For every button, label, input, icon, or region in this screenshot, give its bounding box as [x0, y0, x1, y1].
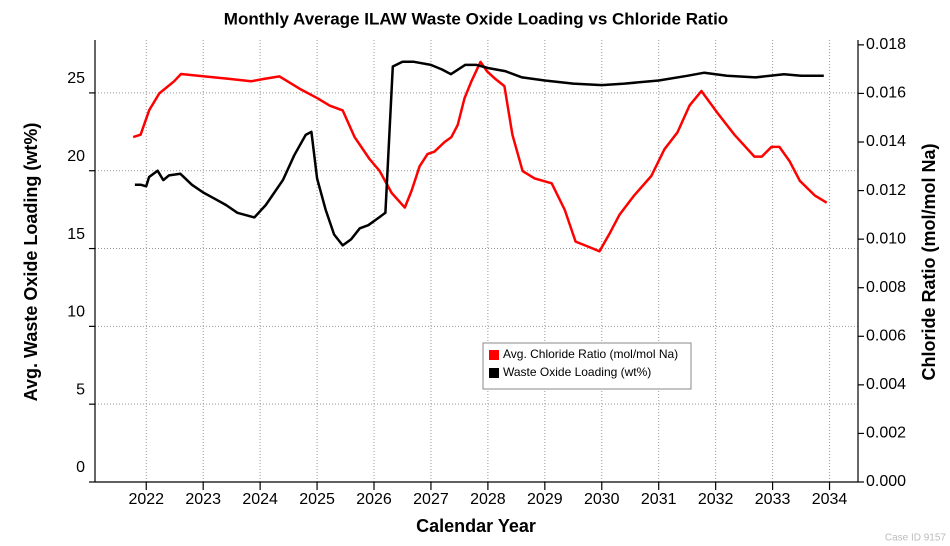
x-tick-label: 2024: [242, 491, 278, 508]
x-tick-label: 2028: [470, 491, 506, 508]
y-axis-label: Avg. Waste Oxide Loading (wt%): [21, 123, 41, 402]
data-line: [134, 60, 824, 247]
legend-box: [482, 342, 692, 390]
x-tick-label: 2030: [584, 491, 620, 508]
y2-tick-label: 0.018: [866, 36, 906, 53]
y2-tick-label: 0.000: [866, 473, 906, 490]
x-tick-label: 2026: [356, 491, 392, 508]
x-tick-label: 2027: [413, 491, 449, 508]
x-tick-label: 2033: [755, 491, 791, 508]
y2-tick-label: 0.010: [866, 230, 906, 247]
y2-tick-label: 0.016: [866, 85, 906, 102]
legend-label: Avg. Chloride Ratio (mol/mol Na): [503, 347, 678, 361]
y-tick-label: 25: [67, 70, 85, 87]
x-tick-label: 2023: [185, 491, 221, 508]
data-line: [132, 60, 828, 253]
legend-swatch: [489, 350, 499, 360]
x-tick-label: 2025: [299, 491, 335, 508]
y-tick-label: 5: [76, 381, 85, 398]
y2-tick-label: 0.002: [866, 425, 906, 442]
x-tick-label: 2029: [527, 491, 563, 508]
y2-tick-label: 0.006: [866, 328, 906, 345]
y2-tick-label: 0.012: [866, 182, 906, 199]
footnote: Case ID 9157: [885, 533, 947, 544]
legend-label: Waste Oxide Loading (wt%): [503, 365, 651, 379]
y-tick-label: 15: [67, 226, 85, 243]
legend-swatch: [489, 368, 499, 378]
y2-tick-label: 0.008: [866, 279, 906, 296]
chart-title: Monthly Average ILAW Waste Oxide Loading…: [224, 9, 728, 28]
y2-tick-label: 0.004: [866, 376, 906, 393]
x-tick-label: 2022: [128, 491, 164, 508]
y-tick-label: 10: [67, 304, 85, 321]
x-tick-label: 2032: [698, 491, 734, 508]
y-tick-label: 20: [67, 148, 85, 165]
x-tick-label: 2031: [641, 491, 677, 508]
y2-axis-label: Chloride Ratio (mol/mol Na): [919, 143, 939, 380]
y-tick-label: 0: [76, 459, 85, 476]
x-tick-label: 2034: [812, 491, 848, 508]
y2-tick-label: 0.014: [866, 133, 906, 150]
x-axis-label: Calendar Year: [416, 516, 536, 536]
